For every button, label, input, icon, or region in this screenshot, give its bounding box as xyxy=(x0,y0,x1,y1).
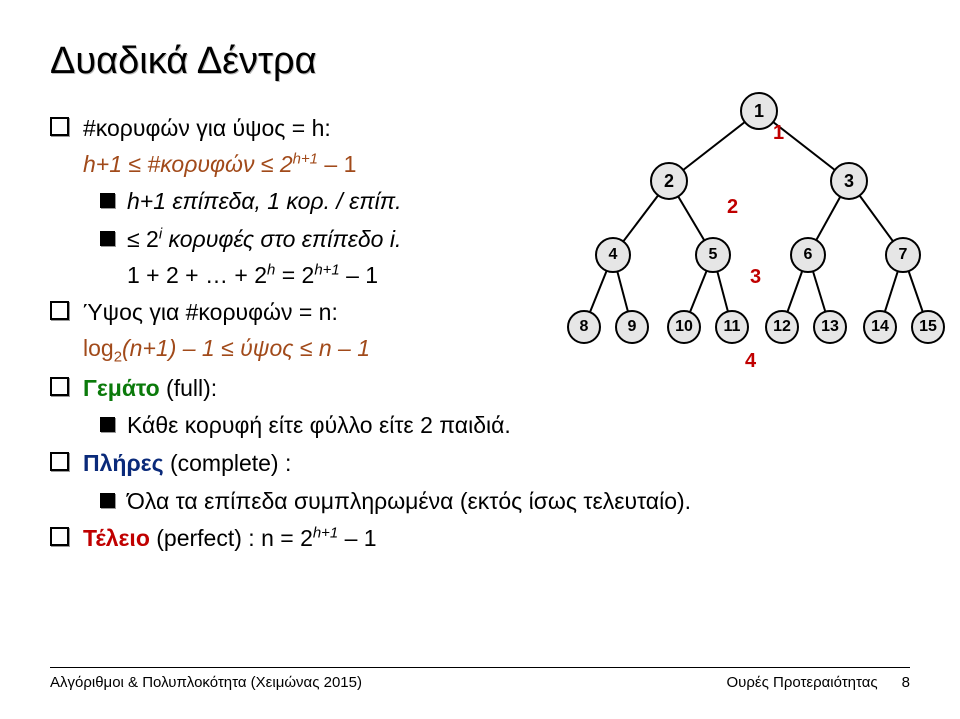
subbullet-complete: Όλα τα επίπεδα συμπληρωμένα (εκτός ίσως … xyxy=(100,484,910,520)
footer-left: Αλγόριθμοι & Πολυπλοκότητα (Χειμώνας 201… xyxy=(50,674,362,691)
tree-node: 10 xyxy=(667,310,701,344)
footer-right: Ουρές Προτεραιότητας 8 xyxy=(727,674,911,691)
depth-label: 3 xyxy=(750,266,761,289)
text: Πλήρες (complete) : xyxy=(83,446,291,482)
tree-node: 15 xyxy=(911,310,945,344)
depth-label: 4 xyxy=(745,350,756,373)
text: Όλα τα επίπεδα συμπληρωμένα (εκτός ίσως … xyxy=(127,484,691,520)
tree-node: 5 xyxy=(695,237,731,273)
footer-bar: Αλγόριθμοι & Πολυπλοκότητα (Χειμώνας 201… xyxy=(50,667,910,691)
tree-node: 12 xyxy=(765,310,799,344)
tree-node: 2 xyxy=(650,162,688,200)
hollow-square-icon xyxy=(50,117,69,136)
depth-label: 2 xyxy=(727,196,738,219)
text-block: Ύψος για #κορυφών = n: log2(n+1) – 1 ≤ ύ… xyxy=(83,295,370,368)
bullet-perfect: Τέλειο (perfect) : n = 2h+1 – 1 xyxy=(50,521,910,557)
tree-node: 6 xyxy=(790,237,826,273)
tree-node: 8 xyxy=(567,310,601,344)
depth-label: 1 xyxy=(773,122,784,145)
tree-node: 14 xyxy=(863,310,897,344)
tree-node: 7 xyxy=(885,237,921,273)
text-block: #κορυφών για ύψος = h: h+1 ≤ #κορυφών ≤ … xyxy=(83,111,356,182)
text: Κάθε κορυφή είτε φύλλο είτε 2 παιδιά. xyxy=(127,408,511,444)
tree-node: 4 xyxy=(595,237,631,273)
text: Τέλειο (perfect) : n = 2h+1 – 1 xyxy=(83,521,377,557)
tree-node: 13 xyxy=(813,310,847,344)
hollow-square-icon xyxy=(50,301,69,320)
tree-node: 3 xyxy=(830,162,868,200)
footer-page: 8 xyxy=(902,674,910,691)
tree-node: 9 xyxy=(615,310,649,344)
hollow-square-icon xyxy=(50,452,69,471)
filled-square-icon xyxy=(100,231,115,246)
text: h+1 επίπεδα, 1 κορ. / επίπ. xyxy=(127,184,402,220)
hollow-square-icon xyxy=(50,377,69,396)
hollow-square-icon xyxy=(50,527,69,546)
filled-square-icon xyxy=(100,493,115,508)
footer-section: Ουρές Προτεραιότητας xyxy=(727,674,878,691)
text: ≤ 2i κορυφές στο επίπεδο i. 1 + 2 + … + … xyxy=(127,222,401,293)
text-inequality: h+1 ≤ #κορυφών ≤ 2h+1 – 1 xyxy=(83,151,356,177)
binary-tree-diagram: 1234567891011121314151234 xyxy=(555,92,960,392)
subbullet-full: Κάθε κορυφή είτε φύλλο είτε 2 παιδιά. xyxy=(100,408,910,444)
slide-title: Δυαδικά Δέντρα xyxy=(50,40,910,83)
text-log: log2(n+1) – 1 ≤ ύψος ≤ n – 1 xyxy=(83,335,370,361)
filled-square-icon xyxy=(100,417,115,432)
filled-square-icon xyxy=(100,193,115,208)
text: Γεμάτο (full): xyxy=(83,371,217,407)
bullet-complete: Πλήρες (complete) : xyxy=(50,446,910,482)
tree-node: 11 xyxy=(715,310,749,344)
